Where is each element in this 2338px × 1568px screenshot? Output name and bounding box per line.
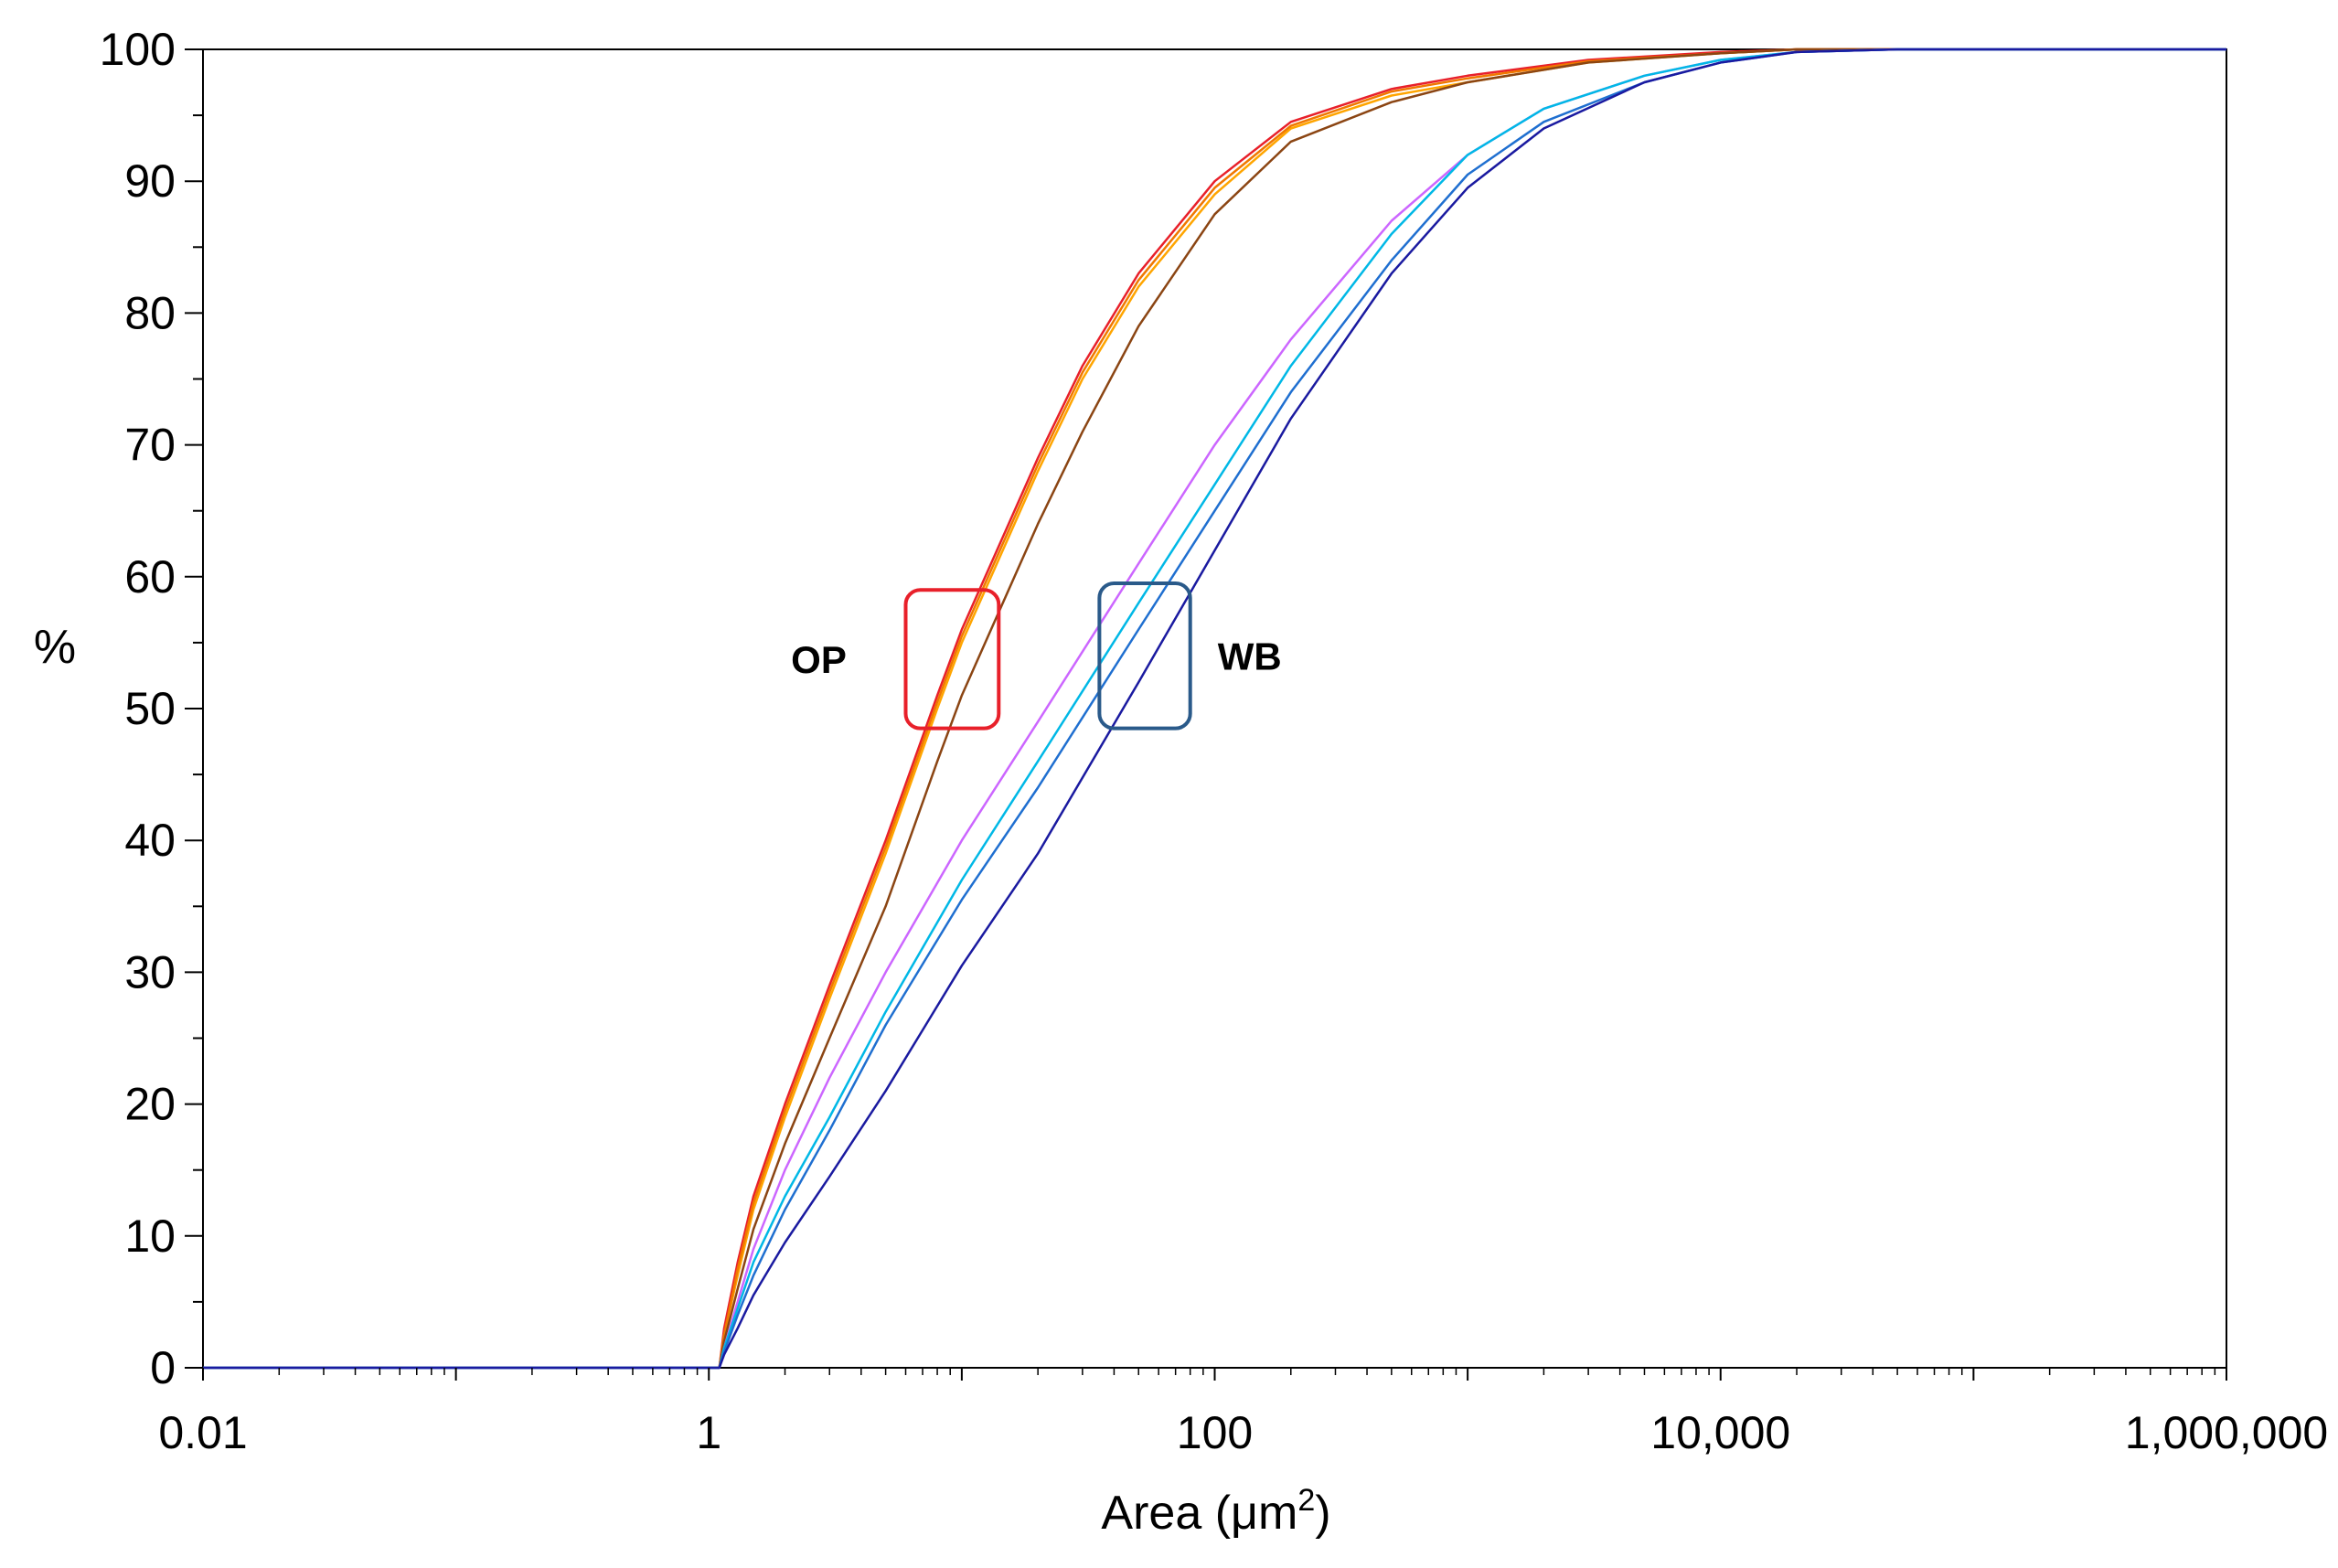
axis-layer: 0 10 20 30 40 50 60 70 80 90 100 0.01 1 100 10,000 1,00… [100,24,2329,1458]
y-tick-label: 90 [124,155,176,207]
annotation-box-op [903,588,1001,731]
x-tick-label: 0.01 [158,1407,247,1458]
y-tick-label: 10 [124,1211,176,1262]
y-tick-label: 0 [150,1342,176,1393]
x-tick-label: 1 [696,1407,721,1458]
annotation-box-wb [1097,581,1192,731]
x-tick-label: 100 [1177,1407,1253,1458]
series-layer [203,48,2226,1370]
series-line-op-brown [203,48,2226,1370]
y-tick-label: 50 [124,683,176,734]
x-tick-label: 1,000,000 [2125,1407,2328,1458]
y-tick-label: 20 [124,1079,176,1130]
plot-frame-layer [202,48,2227,1369]
x-axis-title-main: Area (μm [1101,1487,1297,1540]
y-tick-label: 60 [124,551,176,603]
x-axis-title-superscript: 2 [1297,1483,1315,1518]
y-axis-title: % [34,621,76,674]
series-line-wb-violet [203,48,2226,1370]
x-axis-title: Area (μm2) [1101,1483,1330,1540]
y-tick-label: 40 [124,815,176,866]
series-line-wb-cyan [203,48,2226,1370]
series-line-op-orange [203,48,2226,1370]
plot-frame [202,48,2227,1369]
x-axis-title-close: ) [1315,1487,1330,1540]
y-tick-label: 100 [100,24,176,75]
x-tick-label: 10,000 [1650,1407,1790,1458]
series-line-wb-blue [203,48,2226,1370]
annotation-label-wb: WB [1218,635,1282,677]
y-tick-label: 30 [124,946,176,997]
y-tick-label: 80 [124,287,176,338]
y-tick-label: 70 [124,420,176,471]
annotation-label-op: OP [791,638,847,681]
series-line-op-dark-orange [203,48,2226,1370]
series-line-op-red [203,48,2226,1370]
annotation-layer: OP WB [791,581,1282,731]
series-line-wb-navy [203,48,2226,1370]
